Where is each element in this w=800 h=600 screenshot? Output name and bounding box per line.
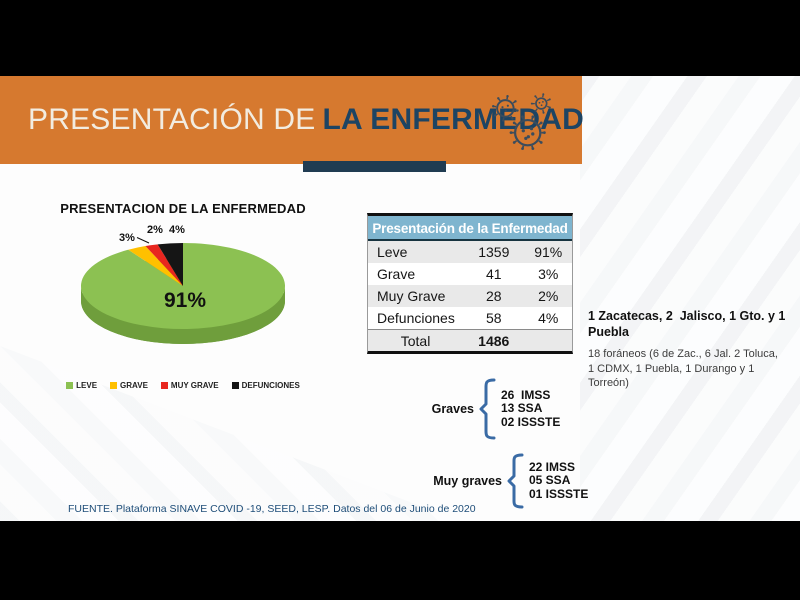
table-header: Presentación de la Enfermedad [368, 216, 572, 241]
muy-graves-bracket-icon [507, 453, 524, 509]
foraneos-note: 18 foráneos (6 de Zac., 6 Jal. 2 Toluca,… [588, 348, 778, 390]
summary-table: Presentación de la Enfermedad Leve 1359 … [367, 213, 573, 354]
pie-label-leve: 91% [164, 289, 206, 312]
muy-graves-label: Muy graves [433, 474, 502, 488]
graves-item: 02 ISSSTE [501, 414, 561, 429]
pie-label-muy-grave: 2% [147, 224, 163, 236]
legend-swatch-grave [110, 382, 118, 389]
legend-item-leve: LEVE [66, 381, 97, 390]
table-row-grave: Grave 41 3% [368, 263, 572, 285]
graves-items: 26 IMSS 13 SSA 02 ISSSTE [501, 387, 561, 430]
row-label: Leve [377, 244, 408, 260]
row-pct: 91% [534, 244, 563, 260]
graves-group: Graves 26 IMSS 13 SSA 02 ISSSTE [418, 378, 560, 440]
graves-label: Graves [431, 402, 474, 416]
page-title-light: PRESENTACIÓN DE [28, 103, 316, 136]
states-note: 1 Zacatecas, 2 Jalisco, 1 Gto. y 1 Puebl… [588, 309, 786, 339]
chart-title: PRESENTACION DE LA ENFERMEDAD [60, 201, 306, 216]
total-value: 1486 [478, 332, 510, 349]
pie-label-grave: 3% [119, 232, 135, 244]
chart-legend: LEVE GRAVE MUY GRAVE DEFUNCIONES [63, 381, 303, 390]
pie-leader-line [136, 237, 150, 244]
row-value: 28 [486, 288, 502, 304]
muy-graves-item: 05 SSA [529, 473, 571, 488]
header-band: PRESENTACIÓN DE LA ENFERMEDAD [0, 76, 584, 164]
legend-label-grave: GRAVE [120, 381, 148, 390]
legend-swatch-defunciones [231, 382, 239, 389]
total-label: Total [400, 332, 431, 349]
row-label: Grave [377, 266, 416, 282]
muy-graves-group: Muy graves 22 IMSS 05 SSA 01 ISSSTE [430, 453, 588, 509]
coronavirus-icon [492, 93, 551, 150]
legend-label-defunciones: DEFUNCIONES [241, 381, 300, 390]
row-value: 1359 [478, 244, 510, 260]
table-row-leve: Leve 1359 91% [368, 241, 572, 263]
row-label: Defunciones [377, 310, 455, 326]
graves-bracket-icon [479, 378, 496, 440]
legend-item-muy-grave: MUY GRAVE [160, 381, 219, 390]
row-value: 41 [486, 266, 502, 282]
legend-item-defunciones: DEFUNCIONES [231, 381, 300, 390]
table-row-total: Total 1486 [368, 329, 572, 351]
legend-label-muy-grave: MUY GRAVE [170, 381, 219, 390]
table-row-defunciones: Defunciones 58 4% [368, 307, 572, 329]
row-pct: 4% [538, 310, 559, 326]
legend-swatch-leve [66, 382, 74, 389]
muy-graves-item: 22 IMSS [529, 459, 576, 474]
notes-block: 1 Zacatecas, 2 Jalisco, 1 Gto. y 1 Puebl… [588, 308, 786, 391]
muy-graves-items: 22 IMSS 05 SSA 01 ISSSTE [529, 459, 589, 502]
row-pct: 2% [538, 288, 559, 304]
row-pct: 3% [538, 266, 559, 282]
table-row-muy-grave: Muy Grave 28 2% [368, 285, 572, 307]
muy-graves-item: 01 ISSSTE [529, 486, 589, 501]
row-value: 58 [486, 310, 502, 326]
legend-label-leve: LEVE [76, 381, 98, 390]
graves-item: 13 SSA [501, 401, 543, 416]
pie-label-defunciones: 4% [169, 224, 185, 236]
pie-chart: 3% 2% 4% 91% [80, 224, 285, 344]
legend-swatch-muy-grave [160, 382, 168, 389]
row-label: Muy Grave [377, 288, 446, 304]
diagonal-stripes-bottom-left [0, 346, 460, 521]
header-accent-bar [303, 161, 446, 172]
source-footer: FUENTE. Plataforma SINAVE COVID -19, SEE… [68, 503, 476, 515]
graves-item: 26 IMSS [501, 387, 551, 402]
legend-item-grave: GRAVE [110, 381, 148, 390]
slide: PRESENTACIÓN DE LA ENFERMEDAD PRESENTACIO… [0, 76, 800, 521]
diagonal-stripes-top-right [580, 76, 800, 521]
